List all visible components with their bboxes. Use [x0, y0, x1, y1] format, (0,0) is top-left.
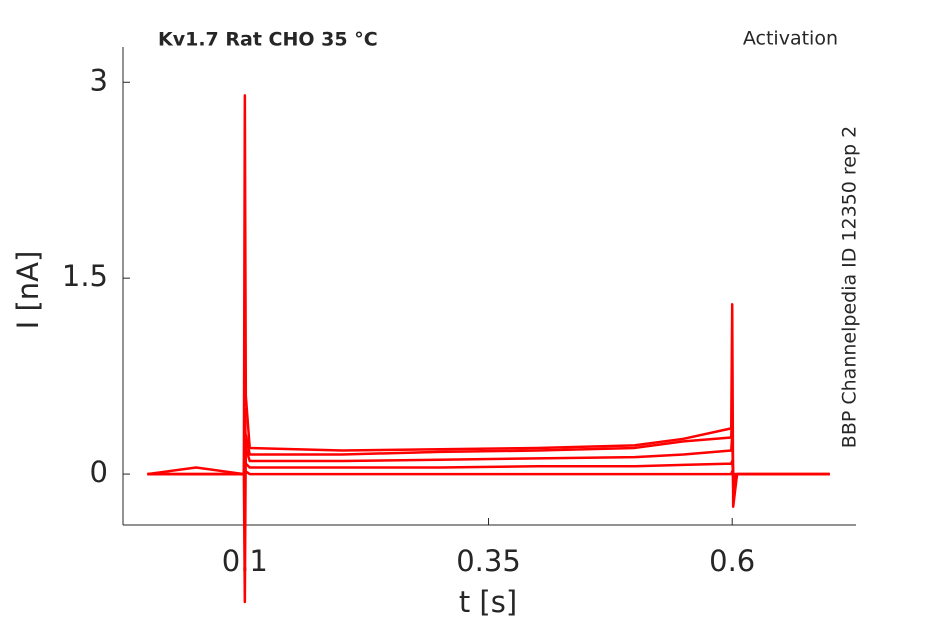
y-tick-label: 3	[90, 63, 108, 97]
y-tick-label: 1.5	[62, 259, 108, 293]
annotation: BBP Channelpedia ID 12350 rep 2	[839, 126, 861, 448]
trace	[147, 446, 830, 476]
chart-title: Kv1.7 Rat CHO 35 °C	[158, 29, 378, 51]
x-tick-label: 0.6	[709, 544, 755, 578]
trace	[147, 407, 830, 482]
subtitle: Activation	[743, 28, 838, 50]
trace	[147, 94, 830, 508]
y-tick-label: 0	[90, 455, 108, 489]
y-axis-label: I [nA]	[11, 251, 45, 330]
x-tick-label: 0.35	[456, 544, 521, 578]
trace	[147, 466, 830, 476]
x-axis-label: t [s]	[459, 585, 517, 619]
